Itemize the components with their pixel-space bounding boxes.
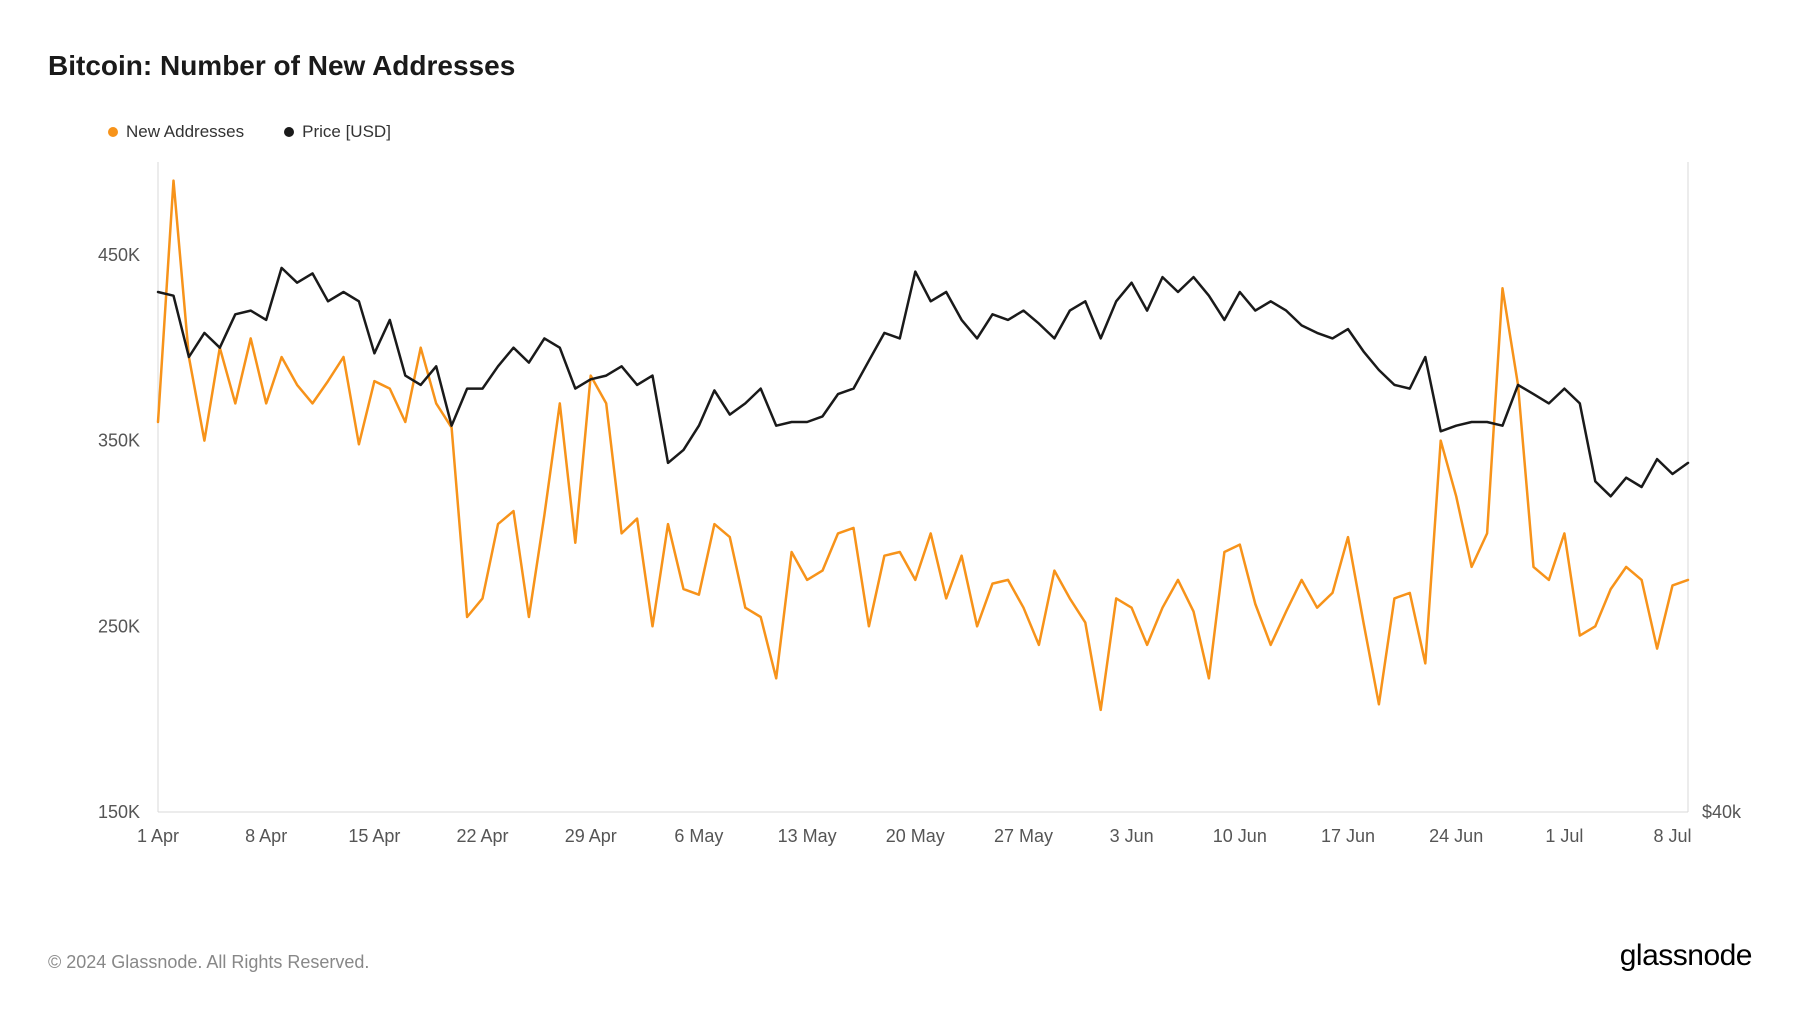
svg-text:27 May: 27 May xyxy=(994,826,1053,846)
chart-svg: 150K 250K 350K 450K $40k 1 Apr 8 Apr 15 Apr 22 A… xyxy=(48,152,1748,872)
legend-label-addresses: New Addresses xyxy=(126,122,244,142)
legend-dot-addresses xyxy=(108,127,118,137)
svg-text:$40k: $40k xyxy=(1702,802,1742,822)
svg-text:15 Apr: 15 Apr xyxy=(348,826,400,846)
svg-text:8 Jul: 8 Jul xyxy=(1654,826,1692,846)
chart-title: Bitcoin: Number of New Addresses xyxy=(48,50,1752,82)
svg-text:22 Apr: 22 Apr xyxy=(457,826,509,846)
legend-item-addresses: New Addresses xyxy=(108,122,244,142)
svg-text:8 Apr: 8 Apr xyxy=(245,826,287,846)
svg-text:150K: 150K xyxy=(98,802,140,822)
svg-text:3 Jun: 3 Jun xyxy=(1110,826,1154,846)
legend-dot-price xyxy=(284,127,294,137)
svg-text:29 Apr: 29 Apr xyxy=(565,826,617,846)
legend-item-price: Price [USD] xyxy=(284,122,391,142)
chart-container: Bitcoin: Number of New Addresses New Add… xyxy=(0,0,1800,1013)
svg-text:6 May: 6 May xyxy=(674,826,723,846)
svg-text:1 Jul: 1 Jul xyxy=(1545,826,1583,846)
svg-text:1 Apr: 1 Apr xyxy=(137,826,179,846)
svg-text:250K: 250K xyxy=(98,616,140,636)
legend: New Addresses Price [USD] xyxy=(108,122,1752,142)
svg-text:13 May: 13 May xyxy=(778,826,837,846)
copyright-text: © 2024 Glassnode. All Rights Reserved. xyxy=(48,952,369,973)
legend-label-price: Price [USD] xyxy=(302,122,391,142)
brand-logo: glassnode xyxy=(1620,939,1752,973)
chart-plot-area: 150K 250K 350K 450K $40k 1 Apr 8 Apr 15 Apr 22 A… xyxy=(48,152,1752,872)
svg-text:350K: 350K xyxy=(98,431,140,451)
svg-text:20 May: 20 May xyxy=(886,826,945,846)
footer: © 2024 Glassnode. All Rights Reserved. g… xyxy=(48,909,1752,973)
svg-text:24 Jun: 24 Jun xyxy=(1429,826,1483,846)
svg-text:17 Jun: 17 Jun xyxy=(1321,826,1375,846)
svg-text:450K: 450K xyxy=(98,245,140,265)
svg-text:10 Jun: 10 Jun xyxy=(1213,826,1267,846)
